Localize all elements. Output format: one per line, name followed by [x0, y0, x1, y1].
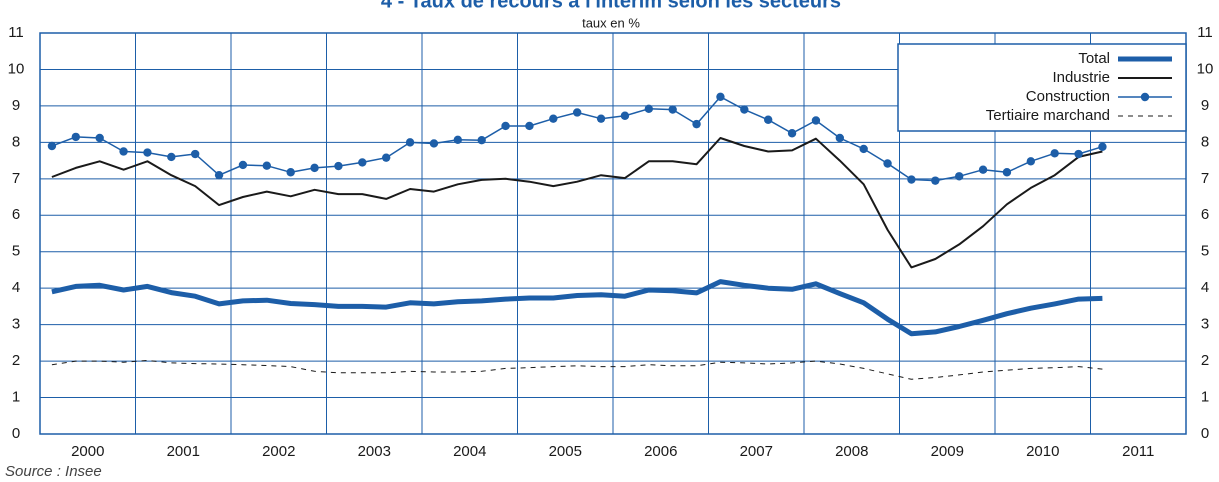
data-point [381, 153, 391, 162]
y-tick-label: 1 [12, 389, 20, 406]
data-point [811, 116, 821, 125]
y2-tick-label: 7 [1201, 170, 1209, 187]
x-tick-label: 2002 [262, 443, 295, 460]
data-point [954, 172, 964, 181]
legend-label: Industrie [1052, 69, 1110, 86]
data-point [787, 129, 797, 138]
data-point [190, 149, 200, 159]
y2-tick-label: 6 [1201, 206, 1209, 223]
data-point [763, 115, 773, 124]
x-tick-label: 2004 [453, 443, 486, 460]
source-note: Source : Insee [5, 463, 102, 480]
y-tick-label: 7 [12, 170, 20, 187]
x-tick-label: 2011 [1122, 443, 1154, 460]
data-point [143, 148, 152, 157]
series-line [51, 137, 1103, 269]
y-tick-label: 10 [8, 60, 25, 77]
data-point [525, 121, 534, 131]
data-point [310, 163, 319, 173]
data-point [931, 176, 940, 185]
data-point [716, 92, 725, 101]
x-tick-label: 2006 [644, 443, 677, 460]
data-point [238, 160, 248, 170]
data-point [596, 114, 606, 123]
data-point [668, 105, 677, 114]
data-point [549, 114, 558, 123]
legend-label: Total [1078, 50, 1110, 67]
y2-tick-label: 10 [1197, 60, 1214, 77]
data-point [262, 161, 272, 170]
data-point [119, 147, 128, 156]
data-point [620, 111, 630, 120]
y-tick-label: 8 [12, 133, 20, 150]
data-point [740, 105, 749, 114]
y2-tick-label: 5 [1201, 243, 1209, 260]
y2-tick-label: 1 [1201, 389, 1209, 406]
data-point [286, 168, 295, 177]
y-tick-label: 0 [12, 425, 20, 442]
x-tick-label: 2007 [740, 443, 773, 460]
data-point [1050, 149, 1059, 158]
data-point [907, 175, 916, 184]
legend-label: Tertiaire marchand [986, 107, 1110, 124]
data-point [978, 165, 988, 174]
x-tick-label: 2003 [358, 443, 391, 460]
y2-tick-label: 11 [1197, 24, 1213, 41]
chart-title: 4 - Taux de recours à l'intérim selon le… [381, 0, 841, 12]
y-tick-label: 6 [12, 206, 20, 223]
data-point [1002, 168, 1012, 177]
data-point [405, 138, 415, 147]
x-tick-label: 2000 [71, 443, 104, 460]
y2-tick-label: 9 [1201, 97, 1209, 114]
x-tick-label: 2008 [835, 443, 868, 460]
x-tick-label: 2001 [167, 443, 200, 460]
plot-frame [39, 32, 1187, 435]
data-point [835, 133, 845, 143]
y-tick-label: 5 [12, 243, 20, 260]
data-point [214, 170, 224, 180]
y-tick-label: 9 [12, 97, 20, 114]
data-point [572, 108, 582, 117]
x-tick-label: 2009 [931, 443, 964, 460]
x-tick-label: 2010 [1026, 443, 1059, 460]
data-point [644, 104, 654, 114]
y-tick-label: 2 [12, 352, 20, 369]
data-point [859, 144, 868, 154]
data-point [692, 119, 701, 129]
data-point [883, 159, 892, 168]
series-line [51, 279, 1103, 337]
data-point [501, 121, 510, 131]
data-point [453, 135, 463, 145]
legend-marker [1140, 92, 1150, 102]
x-tick-label: 2005 [549, 443, 582, 460]
data-point [95, 133, 104, 143]
y2-tick-label: 8 [1201, 133, 1209, 150]
legend-label: Construction [1026, 88, 1110, 105]
y2-tick-label: 4 [1201, 279, 1209, 296]
y-tick-label: 11 [8, 24, 24, 41]
y-tick-label: 4 [12, 279, 20, 296]
y2-tick-label: 0 [1201, 425, 1209, 442]
data-point [429, 139, 439, 148]
data-point [477, 135, 486, 145]
y2-tick-label: 3 [1201, 316, 1209, 333]
y-tick-label: 3 [12, 316, 20, 333]
data-point [1098, 142, 1107, 151]
data-point [358, 158, 367, 167]
data-point [334, 161, 343, 171]
chart-subtitle: taux en % [582, 15, 640, 30]
data-point [167, 152, 176, 162]
data-point [1026, 157, 1036, 166]
y2-tick-label: 2 [1201, 352, 1209, 369]
data-point [71, 132, 81, 142]
data-point [1074, 149, 1083, 159]
data-point [47, 141, 57, 151]
